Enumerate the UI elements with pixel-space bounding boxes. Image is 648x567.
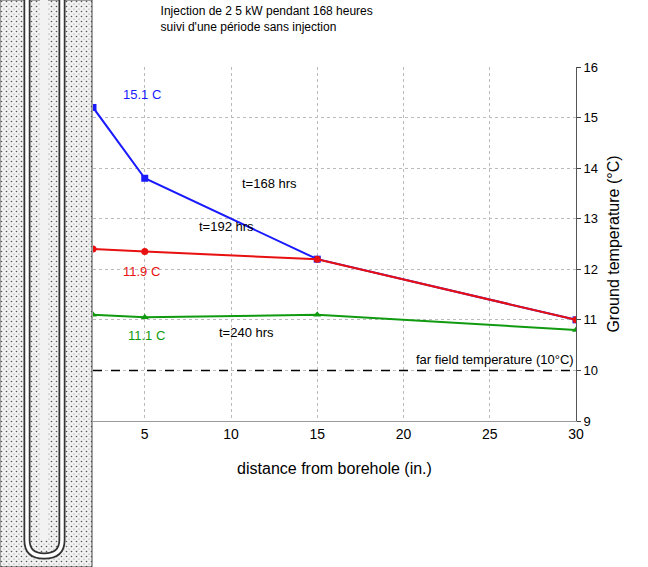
svg-text:10: 10 [584,363,598,378]
svg-text:10: 10 [223,426,239,442]
svg-text:Ground temperature (°C): Ground temperature (°C) [605,155,622,332]
svg-text:14: 14 [584,161,598,176]
svg-text:t=192 hrs: t=192 hrs [199,219,254,234]
svg-text:15.1 C: 15.1 C [123,87,161,102]
svg-text:15: 15 [584,110,598,125]
svg-text:25: 25 [482,426,498,442]
svg-text:t=168 hrs: t=168 hrs [242,176,297,191]
svg-text:Injection de 2 5 kW pendant 16: Injection de 2 5 kW pendant 168 heuressu… [161,4,373,34]
svg-text:12: 12 [584,262,598,277]
svg-text:20: 20 [396,426,412,442]
svg-text:11: 11 [584,312,598,327]
svg-text:30: 30 [568,426,584,442]
svg-text:5: 5 [141,426,149,442]
svg-text:11.9 C: 11.9 C [123,264,160,279]
svg-text:15: 15 [309,426,325,442]
svg-text:16: 16 [584,60,598,75]
svg-text:9: 9 [584,414,591,429]
svg-text:distance from borehole (in.): distance from borehole (in.) [237,460,432,477]
svg-text:13: 13 [584,211,598,226]
svg-text:far field temperature (10°C): far field temperature (10°C) [416,352,574,367]
svg-text:t=240 hrs: t=240 hrs [219,325,274,340]
svg-text:11.1 C: 11.1 C [128,328,165,343]
